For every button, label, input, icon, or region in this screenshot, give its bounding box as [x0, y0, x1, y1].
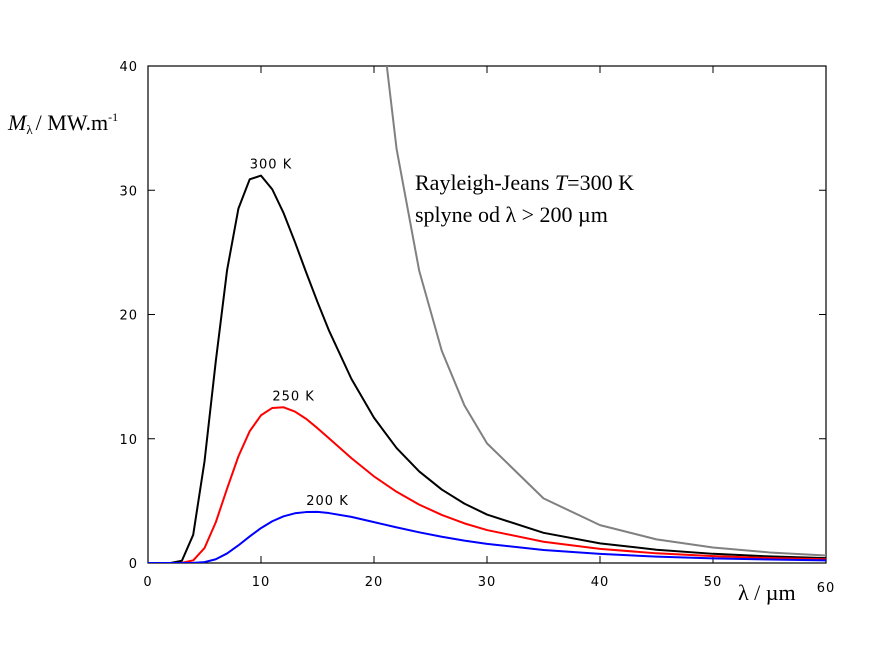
y-tick-label: 20 [119, 309, 138, 324]
y-axis-label: Mλ / MW.m-1 [7, 110, 118, 137]
x-tick-label: 20 [365, 575, 384, 590]
series-line [148, 406, 826, 563]
x-tick-label: 50 [704, 575, 723, 590]
x-tick-label: 60 [817, 581, 836, 596]
y-label-exponent: -1 [108, 110, 118, 124]
annotation-line1: Rayleigh-Jeans T=300 K [415, 170, 634, 195]
series-label: 250 K [272, 389, 314, 404]
y-tick-label: 40 [119, 60, 138, 75]
series-label: 200 K [306, 494, 348, 509]
annotation-part: Rayleigh-Jeans [415, 170, 555, 195]
plot-frame [147, 65, 827, 564]
annotation-line2: splyne od λ > 200 µm [415, 202, 608, 227]
series-label: 300 K [250, 158, 292, 173]
x-tick-label: 0 [143, 575, 152, 590]
y-tick-label: 0 [129, 557, 138, 572]
annotation-part: =300 K [567, 170, 634, 195]
series-line [148, 174, 826, 563]
series-line [385, 66, 826, 557]
series-line [148, 510, 826, 563]
y-tick-label: 30 [119, 184, 138, 199]
x-tick-label: 30 [478, 575, 497, 590]
x-axis-label: λ / µm [738, 580, 796, 605]
y-label-unit: / MW.m [36, 110, 109, 135]
x-tick-label: 40 [591, 575, 610, 590]
y-tick-label: 10 [119, 433, 138, 448]
annotation-part: T [555, 170, 569, 195]
x-tick-label: 10 [252, 575, 271, 590]
y-label-subscript: λ [26, 122, 33, 137]
y-label-symbol: M [7, 110, 28, 135]
